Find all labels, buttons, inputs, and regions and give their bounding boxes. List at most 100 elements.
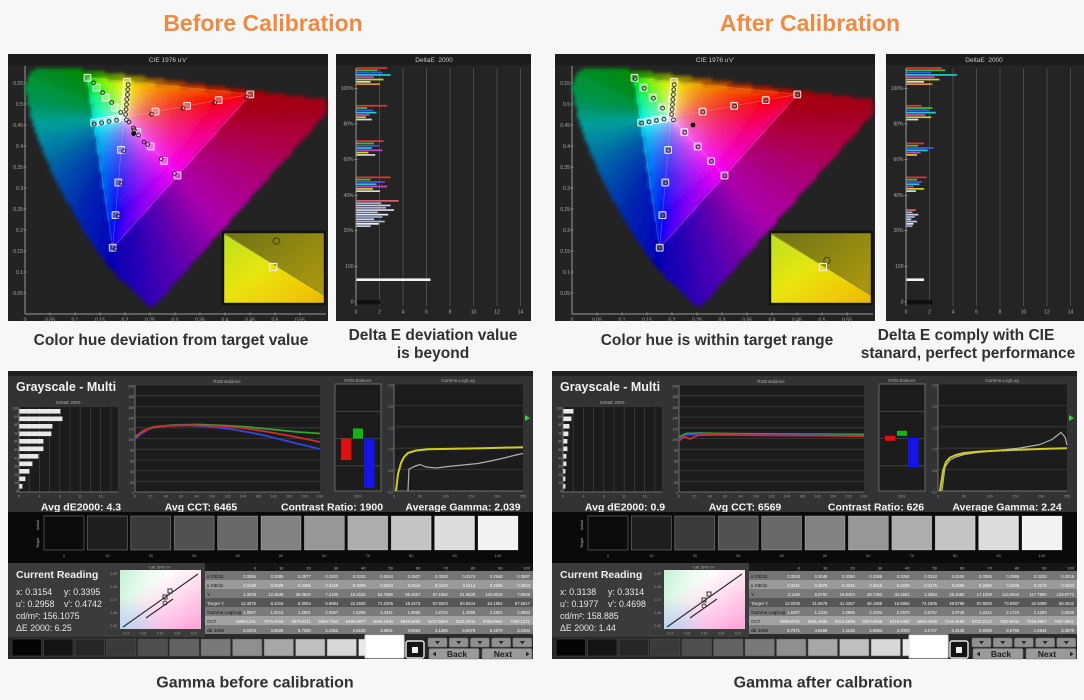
svg-text:73.8687: 73.8687: [1004, 601, 1020, 606]
svg-text:0.4: 0.4: [222, 318, 229, 324]
svg-text:60%: 60%: [893, 157, 904, 163]
svg-text:20: 20: [693, 553, 698, 558]
svg-text:1.3236: 1.3236: [243, 592, 256, 597]
svg-text:100: 100: [895, 264, 904, 270]
svg-text:0.3: 0.3: [172, 318, 179, 324]
svg-text:30: 30: [878, 565, 883, 570]
svg-text:62.5099: 62.5099: [1031, 601, 1047, 606]
svg-text:240: 240: [317, 495, 323, 499]
svg-text:140: 140: [128, 417, 134, 421]
svg-text:7140.4589: 7140.4589: [945, 619, 965, 624]
svg-text:30: 30: [334, 565, 339, 570]
svg-text:7268.1271: 7268.1271: [510, 619, 530, 624]
svg-text:20: 20: [850, 565, 855, 570]
svg-text:40: 40: [674, 470, 678, 474]
svg-text:80: 80: [558, 423, 562, 427]
svg-text:0.3310: 0.3310: [924, 574, 937, 579]
svg-text:70: 70: [558, 431, 562, 435]
svg-text:0.25: 0.25: [145, 318, 155, 324]
svg-text:7026.3857: 7026.3857: [1027, 619, 1047, 624]
svg-text:200: 200: [494, 495, 500, 499]
svg-text:50: 50: [14, 448, 18, 452]
svg-text:100: 100: [345, 264, 354, 270]
svg-text:0.55: 0.55: [13, 81, 23, 87]
svg-text:1.1128: 1.1128: [842, 628, 855, 633]
svg-text:0.3228: 0.3228: [897, 583, 910, 588]
svg-text:DeltaE 2000: DeltaE 2000: [415, 57, 453, 64]
svg-text:Current Reading: Current Reading: [16, 569, 98, 581]
svg-text:0.35: 0.35: [13, 165, 23, 171]
svg-text:After Calibration: After Calibration: [720, 10, 900, 36]
svg-text:40: 40: [130, 470, 134, 474]
svg-text:0.3174: 0.3174: [462, 574, 475, 579]
svg-text:96.4957: 96.4957: [405, 592, 421, 597]
svg-text:80: 80: [1015, 565, 1020, 570]
svg-text:Back: Back: [447, 649, 468, 659]
svg-text:6808.8781: 6808.8781: [780, 619, 800, 624]
svg-text:0.45: 0.45: [245, 318, 255, 324]
svg-text:8.4315: 8.4315: [271, 601, 284, 606]
svg-text:0.2975: 0.2975: [815, 583, 828, 588]
svg-text:6489.9977: 6489.9977: [346, 619, 366, 624]
svg-text:20: 20: [149, 553, 154, 558]
svg-text:0.45: 0.45: [654, 624, 661, 628]
svg-text:40: 40: [235, 553, 240, 558]
svg-text:100: 100: [986, 495, 992, 499]
svg-text:60: 60: [179, 495, 183, 499]
svg-text:0.05: 0.05: [13, 291, 23, 297]
svg-text:80: 80: [130, 449, 134, 453]
svg-text:4: 4: [952, 310, 955, 316]
svg-text:2: 2: [928, 310, 931, 316]
svg-text:6763.0642: 6763.0642: [483, 619, 503, 624]
svg-text:0.21: 0.21: [735, 632, 742, 636]
svg-text:70: 70: [443, 565, 448, 570]
svg-text:x CIE31: x CIE31: [207, 574, 224, 579]
svg-text:0.17: 0.17: [667, 632, 674, 636]
svg-text:0.2: 0.2: [122, 318, 129, 324]
svg-text:50%: 50%: [354, 495, 362, 499]
svg-text:150: 150: [468, 495, 474, 499]
svg-text:CIE 1976 u'v': CIE 1976 u'v': [149, 57, 187, 64]
svg-text:16: 16: [98, 495, 102, 499]
svg-text:cd/m²: 156.1075: cd/m²: 156.1075: [16, 611, 80, 621]
svg-text:200: 200: [1038, 495, 1044, 499]
svg-text:10: 10: [558, 481, 562, 485]
svg-text:1.8422: 1.8422: [979, 610, 992, 615]
svg-text:0.3135: 0.3135: [952, 628, 965, 633]
svg-text:Y: Y: [207, 592, 210, 597]
svg-text:0.49: 0.49: [654, 572, 661, 576]
svg-text:50: 50: [823, 553, 828, 558]
svg-text:100: 100: [209, 495, 215, 499]
svg-text:0.3241: 0.3241: [787, 583, 800, 588]
svg-text:10: 10: [105, 553, 110, 558]
svg-text:0.3114: 0.3114: [463, 583, 476, 588]
svg-text:Average Gamma: 2.039: Average Gamma: 2.039: [405, 502, 520, 514]
svg-text:160: 160: [128, 406, 134, 410]
svg-text:70: 70: [14, 431, 18, 435]
svg-text:10: 10: [1021, 310, 1027, 316]
svg-text:0.3009: 0.3009: [353, 583, 366, 588]
svg-text:6.3064: 6.3064: [298, 601, 311, 606]
svg-text:12: 12: [494, 310, 500, 316]
svg-text:ΔE 2000: 1.44: ΔE 2000: 1.44: [560, 623, 616, 633]
svg-text:v': 0.4698: v': 0.4698: [608, 599, 646, 609]
svg-text:50: 50: [279, 553, 284, 558]
svg-text:RGB Balance: RGB Balance: [344, 378, 372, 383]
svg-text:2.9684: 2.9684: [869, 628, 882, 633]
svg-text:2.0746: 2.0746: [952, 610, 965, 615]
svg-text:1.4341: 1.4341: [380, 610, 393, 615]
svg-text:Next: Next: [1038, 649, 1057, 659]
svg-text:0.1: 0.1: [72, 318, 79, 324]
svg-text:Y: Y: [751, 592, 754, 597]
svg-text:220: 220: [845, 495, 851, 499]
svg-text:4: 4: [582, 495, 584, 499]
svg-text:Contrast Ratio: 1900: Contrast Ratio: 1900: [281, 502, 383, 514]
svg-text:40: 40: [905, 565, 910, 570]
svg-text:18.4273: 18.4273: [405, 601, 421, 606]
svg-text:6399.1341: 6399.1341: [236, 619, 256, 624]
svg-text:DeltaE 2000: DeltaE 2000: [600, 400, 625, 405]
svg-text:0.2935: 0.2935: [490, 583, 503, 588]
svg-text:0.20: 0.20: [718, 632, 725, 636]
svg-text:1.6704: 1.6704: [435, 610, 448, 615]
svg-text:0.35: 0.35: [560, 165, 570, 171]
